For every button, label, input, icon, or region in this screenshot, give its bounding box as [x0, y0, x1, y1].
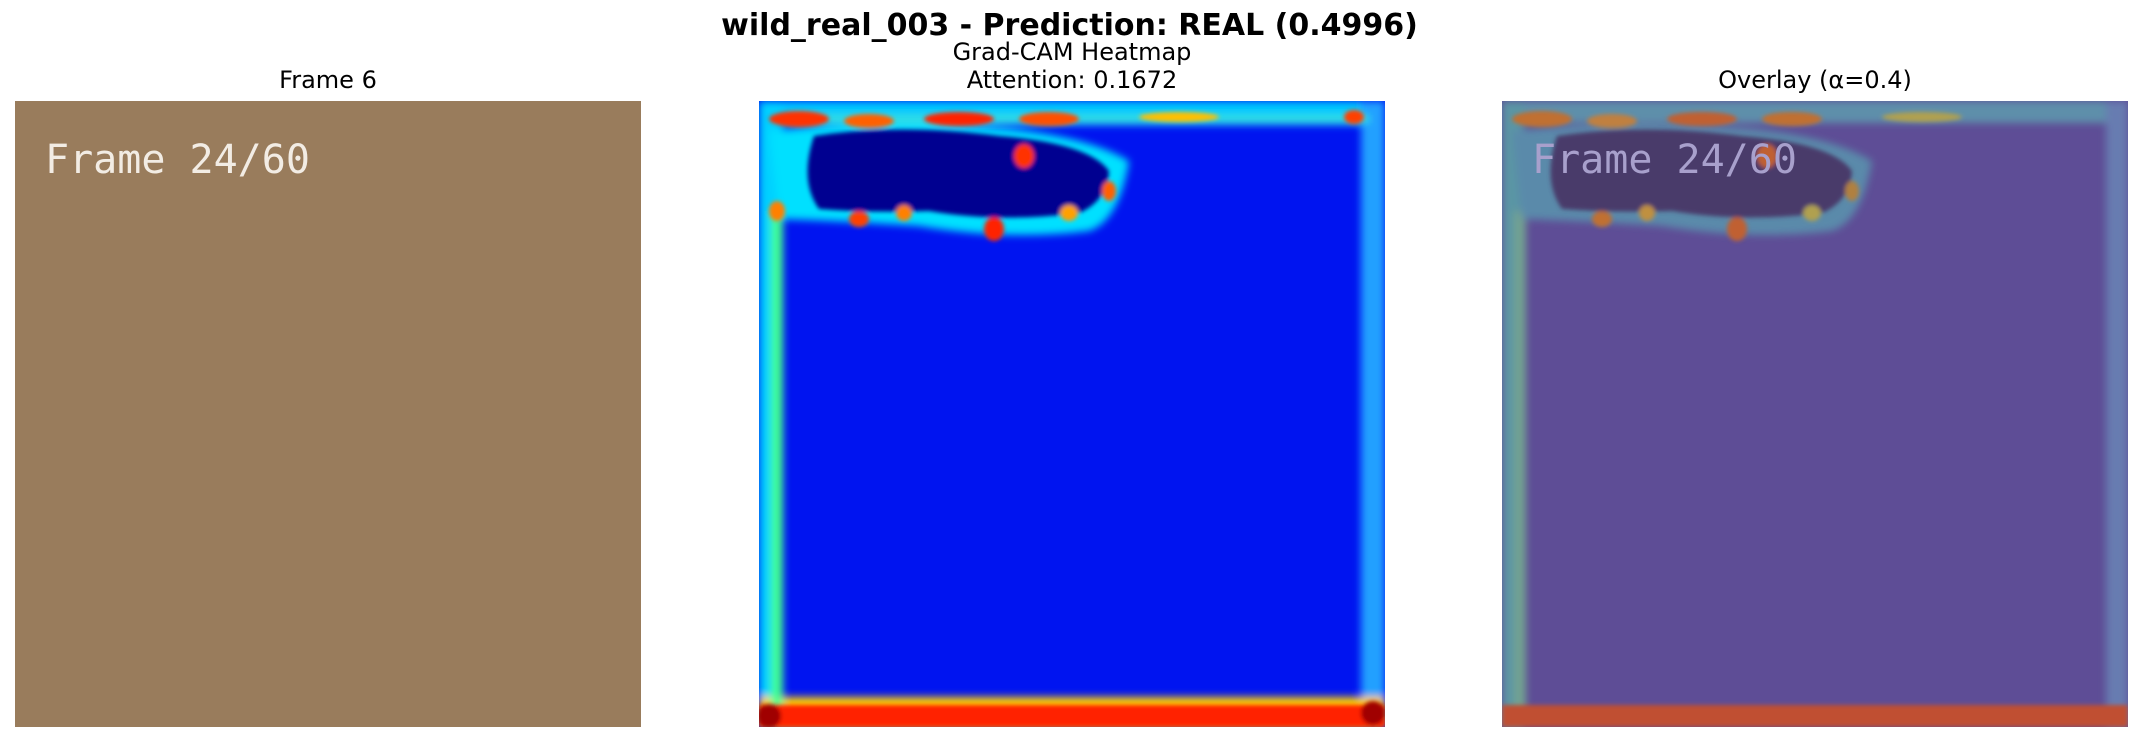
heatmap-panel-title: Grad-CAM Heatmap: [952, 38, 1192, 66]
frame-image: Frame 24/60: [15, 101, 641, 727]
overlay-panel-title: Overlay (α=0.4): [1718, 66, 1912, 94]
frame-panel-title: Frame 6: [279, 66, 377, 94]
frame-counter-text: Frame 24/60: [45, 137, 310, 183]
figure-title: wild_real_003 - Prediction: REAL (0.4996…: [721, 8, 1418, 43]
attention-score: Attention: 0.1672: [966, 66, 1178, 94]
overlay-frame-counter-text: Frame 24/60: [1532, 137, 1797, 183]
overlay-image: Frame 24/60: [1502, 101, 2128, 727]
gradcam-heatmap: [759, 101, 1385, 727]
